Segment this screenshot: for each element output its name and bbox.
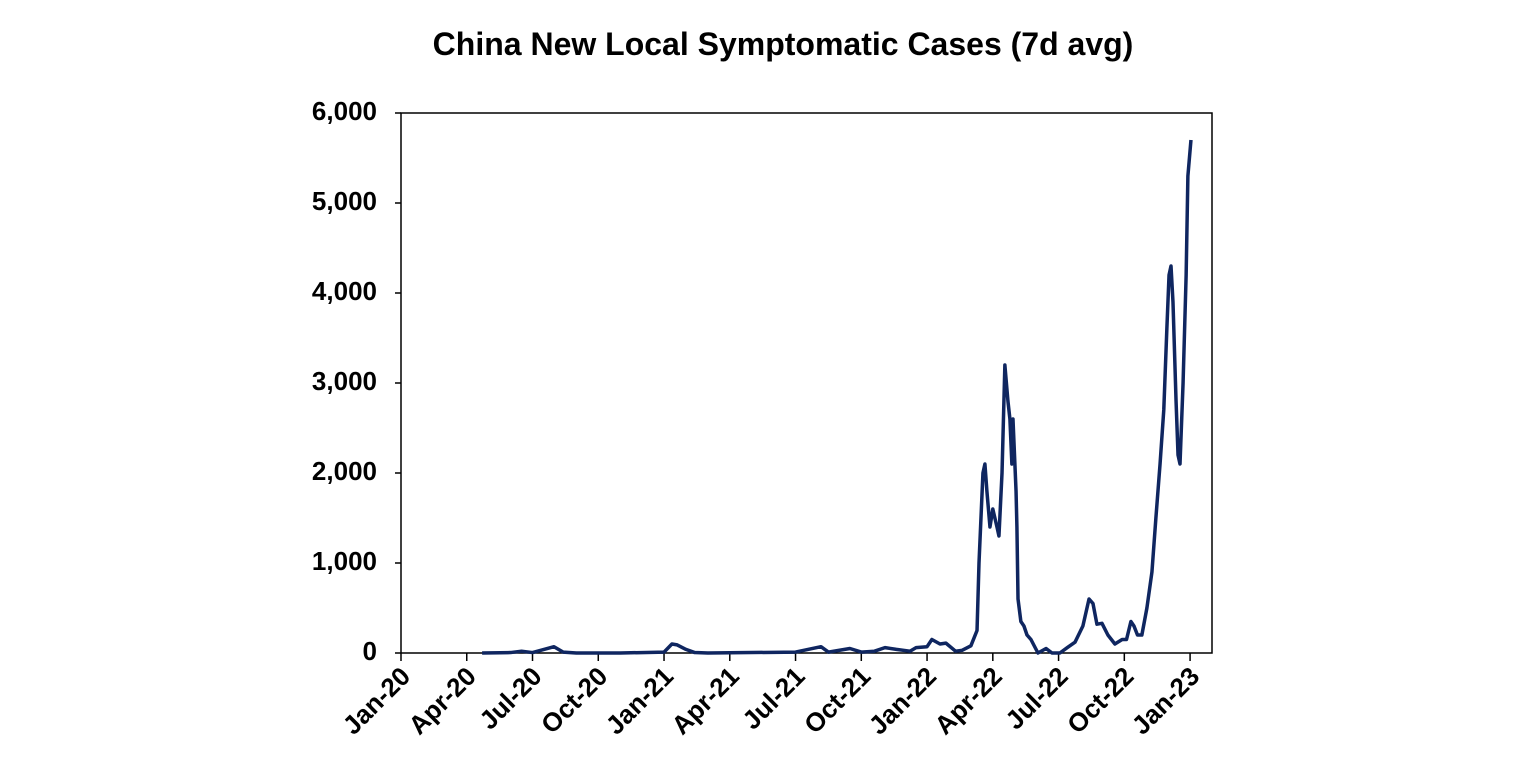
x-tick-label: Jul-22 xyxy=(999,661,1073,735)
x-tick-label: Jan-21 xyxy=(600,661,679,740)
x-tick-label: Jul-21 xyxy=(736,661,810,735)
x-tick-label: Oct-20 xyxy=(535,661,613,739)
y-tick-label: 0 xyxy=(363,636,377,666)
x-tick-label: Jan-23 xyxy=(1126,661,1205,740)
y-tick-label: 6,000 xyxy=(312,96,377,126)
x-tick-label: Apr-20 xyxy=(402,661,481,740)
x-tick-label: Apr-21 xyxy=(665,661,744,740)
x-tick-label: Oct-22 xyxy=(1061,661,1139,739)
y-tick-label: 5,000 xyxy=(312,186,377,216)
plot-frame xyxy=(400,112,1213,654)
y-tick-label: 2,000 xyxy=(312,456,377,486)
x-tick-label: Apr-22 xyxy=(928,661,1007,740)
y-tick-label: 3,000 xyxy=(312,366,377,396)
y-tick-label: 1,000 xyxy=(312,546,377,576)
data-line xyxy=(482,139,1193,655)
x-tick-label: Jan-20 xyxy=(337,661,416,740)
x-tick-label: Jan-22 xyxy=(863,661,942,740)
x-tick-label: Oct-21 xyxy=(798,661,876,739)
chart-title: China New Local Symptomatic Cases (7d av… xyxy=(432,26,1134,62)
y-tick-label: 4,000 xyxy=(312,276,377,306)
x-tick-label: Jul-20 xyxy=(473,661,547,735)
